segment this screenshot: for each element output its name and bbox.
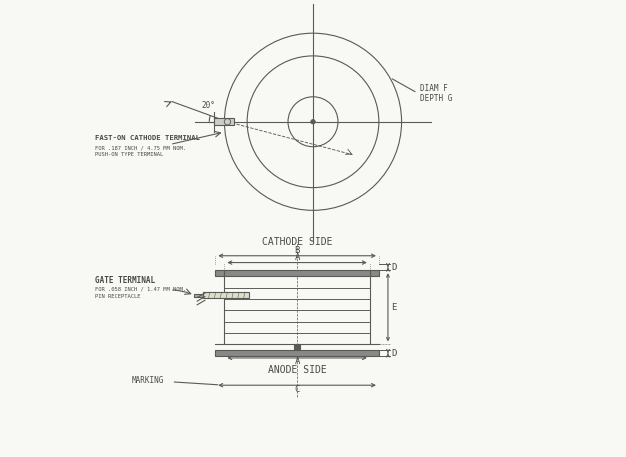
Text: 20°: 20° xyxy=(202,101,215,111)
Text: FAST-ON CATHODE TERMINAL: FAST-ON CATHODE TERMINAL xyxy=(95,135,200,141)
Circle shape xyxy=(310,119,316,124)
Text: GATE TERMINAL: GATE TERMINAL xyxy=(95,276,155,285)
Text: E: E xyxy=(392,303,397,312)
Text: ANODE SIDE: ANODE SIDE xyxy=(268,366,327,375)
Text: PUSH-ON TYPE TERMINAL: PUSH-ON TYPE TERMINAL xyxy=(95,152,163,157)
Bar xyxy=(294,344,300,350)
Text: DIAM F: DIAM F xyxy=(420,84,448,93)
Text: B: B xyxy=(294,246,300,255)
Text: PIN RECEPTACLE: PIN RECEPTACLE xyxy=(95,294,140,299)
Text: A: A xyxy=(294,357,300,367)
Text: FOR .187 INCH / 4.75 MM NOM.: FOR .187 INCH / 4.75 MM NOM. xyxy=(95,145,186,150)
Text: A: A xyxy=(294,253,300,262)
Text: D: D xyxy=(392,263,397,272)
Text: D: D xyxy=(392,349,397,358)
Text: FOR .058 INCH / 1.47 MM NOM.: FOR .058 INCH / 1.47 MM NOM. xyxy=(95,287,186,292)
Text: CATHODE SIDE: CATHODE SIDE xyxy=(262,237,332,247)
Text: C: C xyxy=(294,385,300,393)
Bar xyxy=(195,294,203,297)
Bar xyxy=(215,118,234,125)
Text: DEPTH G: DEPTH G xyxy=(420,94,452,103)
Bar xyxy=(215,270,379,276)
Bar xyxy=(215,350,379,356)
Text: MARKING: MARKING xyxy=(131,376,163,385)
Bar xyxy=(203,292,249,298)
